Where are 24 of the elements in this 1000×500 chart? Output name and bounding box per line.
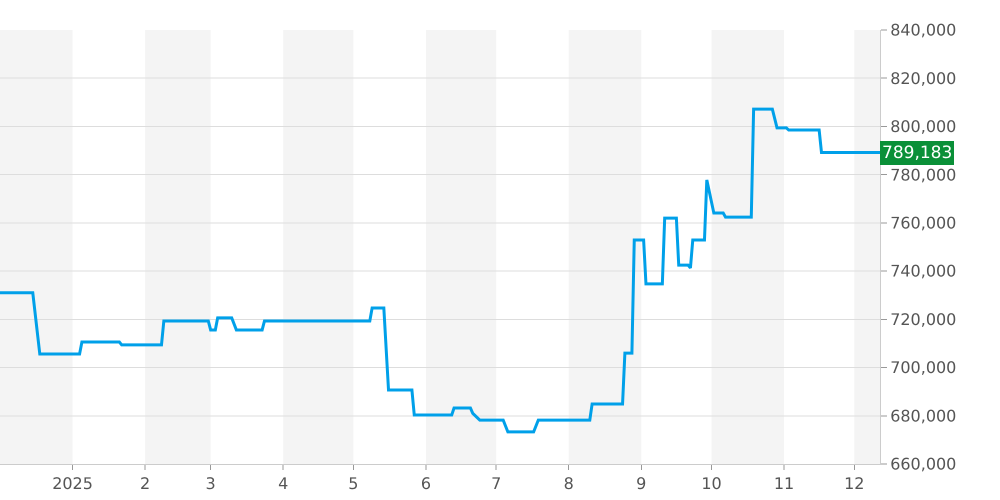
y-tick-label: 840,000 (890, 20, 956, 40)
x-tick-label: 6 (420, 474, 432, 494)
x-tick-label: 10 (701, 474, 722, 494)
x-tick-label: 2 (140, 474, 150, 494)
y-tick-label: 800,000 (890, 117, 956, 136)
x-tick-label: 2025 (52, 474, 93, 494)
x-tick-label: 3 (206, 474, 216, 494)
x-tick-label: 12 (844, 474, 864, 494)
x-tick-label: 9 (636, 474, 646, 494)
x-tick-label: 8 (564, 474, 574, 494)
y-tick-label: 660,000 (890, 454, 956, 474)
y-tick-label: 760,000 (890, 213, 956, 232)
annotation: 789,183 (882, 143, 952, 163)
y-tick-label: 720,000 (890, 310, 956, 329)
y-tick-label: 780,000 (890, 165, 956, 184)
y-tick-label: 700,000 (890, 358, 956, 378)
x-tick-label: 7 (491, 474, 502, 494)
y-tick-label: 680,000 (890, 406, 956, 426)
y-tick-label: 740,000 (890, 262, 956, 281)
y-tick-label: 820,000 (890, 68, 956, 88)
x-tick-label: 11 (774, 474, 794, 494)
x-tick-label: 5 (348, 474, 358, 494)
line-series (0, 108, 880, 434)
x-tick-label: 4 (278, 474, 288, 494)
